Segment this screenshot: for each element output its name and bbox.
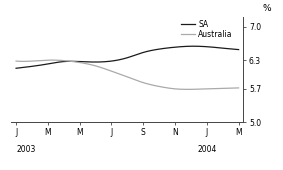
Australia xyxy=(75,61,78,63)
Legend: SA, Australia: SA, Australia xyxy=(181,20,233,39)
Australia xyxy=(23,60,27,62)
Australia xyxy=(220,87,224,89)
Line: SA: SA xyxy=(16,46,239,68)
SA xyxy=(219,47,222,49)
SA xyxy=(56,61,59,63)
Text: 2003: 2003 xyxy=(16,145,35,154)
Australia xyxy=(57,59,60,61)
Australia xyxy=(185,88,189,90)
SA xyxy=(192,45,196,47)
SA xyxy=(74,60,77,62)
SA xyxy=(14,67,18,69)
Australia xyxy=(237,87,240,89)
SA xyxy=(23,66,27,68)
SA xyxy=(227,48,230,50)
Australia xyxy=(14,60,18,62)
Text: %: % xyxy=(262,4,271,13)
Australia xyxy=(28,60,31,62)
SA xyxy=(237,49,240,51)
Line: Australia: Australia xyxy=(16,60,239,89)
SA xyxy=(28,66,31,68)
Text: 2004: 2004 xyxy=(197,145,216,154)
Australia xyxy=(50,59,53,61)
Australia xyxy=(228,87,231,89)
